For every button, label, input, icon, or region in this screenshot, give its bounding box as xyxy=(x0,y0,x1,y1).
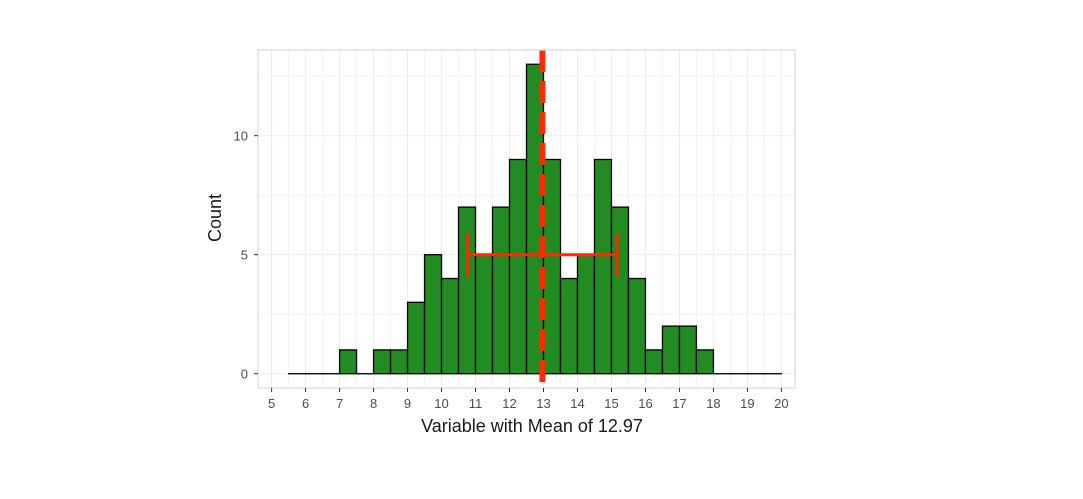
x-tick-label: 12 xyxy=(502,396,516,411)
histogram-bar xyxy=(457,206,477,375)
histogram-bar xyxy=(695,349,715,375)
histogram-bar xyxy=(372,349,392,375)
x-tick-label: 14 xyxy=(570,396,584,411)
histogram-bar xyxy=(508,158,528,375)
x-tick-label: 17 xyxy=(672,396,686,411)
histogram-bar xyxy=(593,158,613,375)
x-tick-label: 13 xyxy=(536,396,550,411)
y-axis-ticks: 0 5 10 xyxy=(234,129,258,382)
y-tick-label: 10 xyxy=(234,129,248,144)
histogram-bar xyxy=(627,277,647,375)
histogram-bar xyxy=(423,254,443,375)
histogram-bar xyxy=(576,254,596,375)
x-tick-label: 5 xyxy=(268,396,275,411)
x-tick-label: 15 xyxy=(604,396,618,411)
x-tick-label: 7 xyxy=(336,396,343,411)
x-axis-ticks: 5 6 7 8 9 10 11 12 13 14 15 16 17 18 19 20 xyxy=(268,388,789,411)
x-tick-label: 9 xyxy=(404,396,411,411)
histogram-bar xyxy=(338,349,358,375)
panel-border xyxy=(257,49,796,389)
x-tick-label: 6 xyxy=(302,396,309,411)
histogram-bar xyxy=(610,206,630,375)
histogram-bar xyxy=(474,254,494,375)
x-axis-title: Variable with Mean of 12.97 xyxy=(421,416,643,436)
histogram-bar xyxy=(661,325,681,375)
x-tick-label: 20 xyxy=(774,396,788,411)
y-tick-label: 0 xyxy=(241,367,248,382)
histogram-bar xyxy=(678,325,698,375)
x-tick-label: 8 xyxy=(370,396,377,411)
histogram-bar xyxy=(440,277,460,375)
x-tick-label: 18 xyxy=(706,396,720,411)
overlay-lines xyxy=(466,50,619,388)
histogram-bar xyxy=(406,301,426,375)
histogram-bar xyxy=(644,349,664,375)
histogram-bar xyxy=(491,206,511,375)
histogram-bar xyxy=(389,349,409,375)
x-tick-label: 19 xyxy=(740,396,754,411)
x-tick-label: 16 xyxy=(638,396,652,411)
x-tick-label: 10 xyxy=(434,396,448,411)
histogram-bar xyxy=(559,277,579,375)
y-axis-title: Count xyxy=(205,194,225,242)
x-tick-label: 11 xyxy=(469,396,483,411)
histogram-bar xyxy=(542,158,562,375)
y-tick-label: 5 xyxy=(241,248,248,263)
histogram-bars xyxy=(287,63,783,375)
